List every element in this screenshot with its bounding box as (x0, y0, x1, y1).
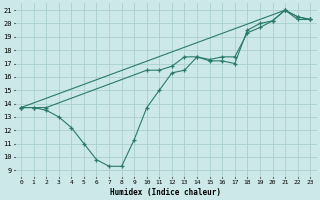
X-axis label: Humidex (Indice chaleur): Humidex (Indice chaleur) (110, 188, 221, 197)
